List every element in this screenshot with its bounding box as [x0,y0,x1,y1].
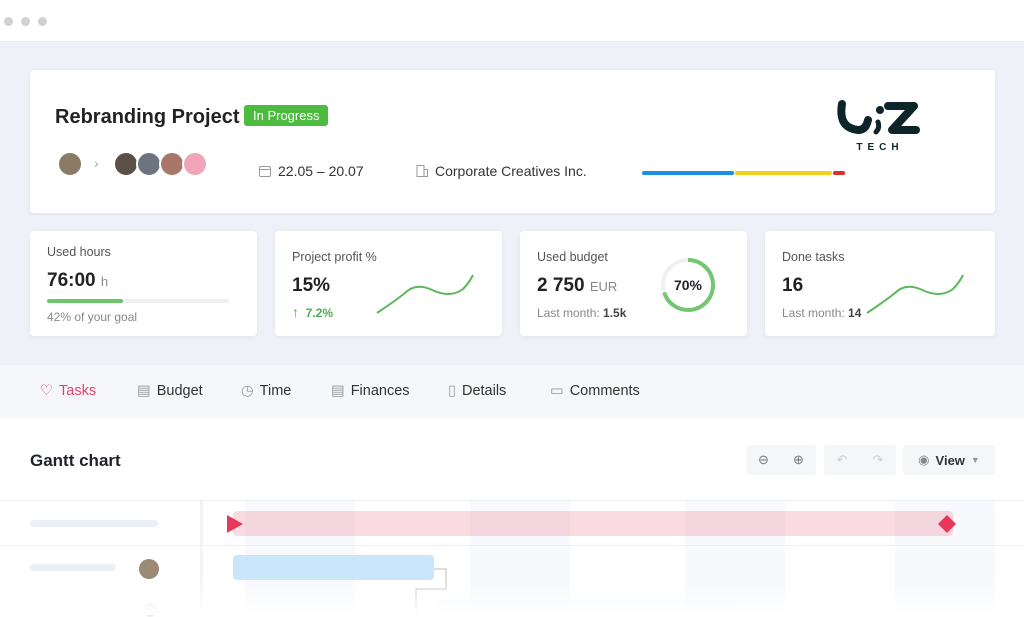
chevron-right-icon: › [94,155,99,171]
tab-tasks[interactable]: ♡ Tasks [40,383,97,399]
stat-sub: 42% of your goal [47,310,138,324]
stat-value: 16 [782,275,804,296]
window-maximize-button[interactable] [38,17,47,26]
client-name: Corporate Creatives Inc. [435,163,587,179]
date-range: 22.05 – 20.07 [278,163,364,179]
avatar-member[interactable] [182,151,208,177]
window-close-button[interactable] [4,17,13,26]
history-controls: ↶ ↷ [824,445,896,475]
stat-card-budget: Used budget 2 750 EUR Last month: 1.5k 7… [520,231,747,336]
stat-label: Used hours [47,245,111,259]
status-badge: In Progress [244,105,329,126]
tab-budget[interactable]: ▤ Budget [137,383,203,399]
stat-value: 15% [292,275,331,296]
tab-details[interactable]: ▯ Details [448,383,507,399]
stat-card-profit: Project profit % 15% ↑ 7.2% [275,231,502,336]
hours-progress-bar [47,299,229,303]
progress-segment [735,171,832,175]
budget-icon: ▤ [137,383,151,399]
profit-sparkline [376,274,474,314]
building-icon [416,165,428,177]
stat-sub: Last month: 1.5k [537,306,627,320]
task-gantt-bar[interactable] [233,555,434,580]
project-gantt-bar[interactable] [233,511,953,536]
stat-sub: Last month: 14 [782,306,862,320]
eye-icon: ◉ [918,452,930,467]
project-header-card: Rebranding Project In Progress › 22.05 –… [30,70,995,213]
arrow-up-icon: ↑ [292,304,299,320]
view-dropdown[interactable]: ◉ View ▼ [903,445,995,475]
start-milestone-icon[interactable] [227,515,243,533]
progress-segment [642,171,735,175]
end-milestone-icon[interactable] [938,515,956,533]
document-icon: ▯ [448,383,456,399]
avatar-member[interactable] [159,151,185,177]
progress-segment [832,171,845,175]
zoom-in-icon[interactable]: ⊕ [793,452,804,467]
gantt-title: Gantt chart [30,451,121,470]
project-tabs: ♡ Tasks ▤ Budget ◷ Time ▤ Finances ▯ Details … [0,365,1024,418]
task-assignee-avatar[interactable] [139,559,159,579]
svg-text:TECH: TECH [856,142,903,153]
divider [0,545,1024,546]
stat-label: Project profit % [292,250,377,264]
stat-label: Used budget [537,250,608,264]
avatar-owner[interactable] [57,151,83,177]
zoom-out-icon[interactable]: ⊖ [758,452,769,467]
project-progress-bar [642,171,845,175]
task-name-placeholder [30,564,116,571]
stat-label: Done tasks [782,250,845,264]
window-minimize-button[interactable] [21,17,30,26]
tab-finances[interactable]: ▤ Finances [331,383,410,399]
stat-change: ↑ 7.2% [292,304,334,320]
stat-card-used-hours: Used hours 76:00 h 42% of your goal [30,231,257,336]
tasks-sparkline [866,274,964,314]
calendar-icon [259,166,271,177]
project-dates: 22.05 – 20.07 [258,163,364,179]
check-heart-icon: ♡ [40,383,53,399]
task-name-placeholder [30,520,158,527]
caret-down-icon: ▼ [970,455,980,465]
tab-comments[interactable]: ▭ Comments [550,383,640,399]
project-title: Rebranding Project [55,106,240,128]
budget-ring [661,258,715,312]
ring-percent: 70% [673,277,703,293]
avatar-member[interactable] [136,151,162,177]
comment-icon: ▭ [550,383,564,399]
company-logo: TECH [837,100,920,153]
stat-value: 76:00 h [47,270,109,291]
clock-icon: ◷ [241,383,254,399]
finances-icon: ▤ [331,383,345,399]
project-client: Corporate Creatives Inc. [415,163,587,179]
window-titlebar [0,0,1024,42]
redo-icon[interactable]: ↷ [872,452,884,467]
stat-value: 2 750 EUR [537,275,618,296]
gantt-milestones [227,515,956,533]
stat-card-done-tasks: Done tasks 16 Last month: 14 [765,231,995,336]
tab-time[interactable]: ◷ Time [241,383,292,399]
grid-column [200,501,203,615]
fade-overlay [0,580,1024,615]
divider [0,500,1024,501]
zoom-controls: ⊖ ⊕ [746,445,816,475]
undo-icon[interactable]: ↶ [836,452,848,467]
